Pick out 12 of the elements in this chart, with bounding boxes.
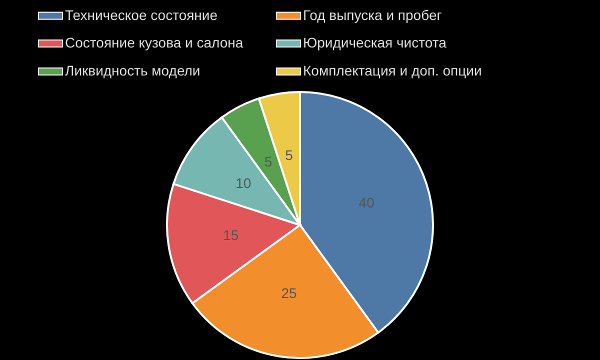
data-label: 15 (223, 226, 239, 243)
data-label: 10 (236, 174, 252, 191)
data-label: 25 (281, 285, 298, 302)
legend-label: Ликвидность модели (65, 62, 200, 78)
data-label: 40 (358, 194, 375, 210)
legend-label: Юридическая чистота (303, 34, 447, 50)
legend-label: Комплектация и доп. опции (303, 62, 482, 78)
legend-label: Год выпуска и пробег (303, 6, 442, 23)
data-label: 5 (264, 154, 272, 170)
data-label: 5 (285, 146, 294, 163)
legend-label: Состояние кузова и салона (65, 34, 244, 50)
legend-label: Техническое состояние (65, 6, 218, 23)
